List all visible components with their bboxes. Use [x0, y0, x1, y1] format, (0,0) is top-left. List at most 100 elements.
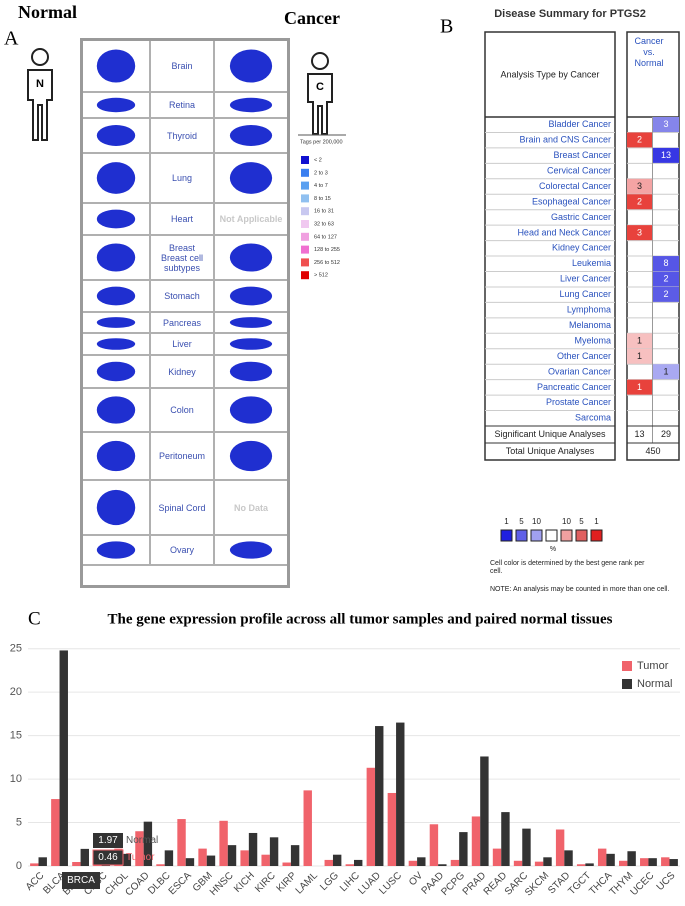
organ-cell: Ovary — [149, 536, 213, 564]
legend-swatch — [301, 232, 309, 241]
bar — [597, 848, 607, 866]
organ-row: Liver — [83, 334, 287, 356]
organ-shape — [229, 49, 273, 83]
rank-count: 13 — [661, 150, 671, 160]
panel-letter: C — [28, 608, 41, 629]
bar — [606, 853, 615, 866]
organ-shape — [96, 317, 136, 328]
organ-shape — [96, 209, 136, 229]
rank-cell — [653, 286, 679, 303]
x-tick-label: LUSC — [377, 870, 404, 897]
legend-swatch — [301, 156, 309, 164]
organ-icon — [96, 440, 136, 472]
normal-cell — [83, 313, 149, 332]
organ-name: Heart — [170, 214, 193, 224]
cancer-cell — [213, 154, 287, 202]
x-tick-label: KIRC — [253, 870, 278, 895]
bar — [164, 850, 174, 866]
cancer-name: Brain and CNS Cancer — [519, 135, 611, 145]
legend-label: 256 to 512 — [314, 260, 340, 266]
rank-count: 2 — [663, 289, 668, 299]
cancer-name: Esophageal Cancer — [532, 196, 611, 206]
scale-label: 10 — [562, 517, 571, 526]
bar — [156, 864, 165, 866]
organ-row: Ovary — [83, 536, 287, 566]
organ-cell: Pancreas — [149, 313, 213, 332]
rank-count: 1 — [663, 366, 668, 376]
bar — [429, 824, 439, 866]
cancer-cell — [213, 93, 287, 117]
cancer-cell — [213, 536, 287, 564]
bar — [366, 767, 376, 866]
organ-cell: Liver — [149, 334, 213, 354]
panel-title: Disease Summary for PTGS2 — [494, 8, 646, 20]
person-icon — [307, 52, 333, 135]
organ-icon — [229, 361, 273, 382]
table-frame — [626, 31, 680, 461]
organ-icon — [96, 209, 136, 229]
organ-cell: Thyroid — [149, 119, 213, 152]
table-frame — [484, 31, 616, 461]
panel-letter: B — [440, 16, 453, 38]
cancer-name: Kidney Cancer — [552, 243, 611, 253]
organ-cell: Brain — [149, 41, 213, 91]
tooltip-box — [92, 849, 124, 866]
legend-label: > 512 — [314, 273, 328, 279]
panel-letter: A — [4, 28, 19, 50]
rank-cell — [627, 333, 652, 349]
scale-note: cell. — [490, 568, 503, 575]
cancer-cell — [213, 236, 287, 279]
organ-cell: Colon — [149, 389, 213, 431]
rank-count: 2 — [637, 135, 642, 145]
bar — [627, 851, 636, 866]
normal-cell — [83, 334, 149, 354]
bar — [396, 722, 405, 866]
organ-icon — [96, 49, 136, 83]
bar — [303, 790, 312, 866]
organ-row: Breast Breast cell subtypes — [83, 236, 287, 281]
organ-icon — [229, 97, 273, 113]
organ-name: Breast — [168, 242, 195, 253]
organ-icon — [96, 361, 136, 382]
legend-label: < 2 — [314, 157, 322, 163]
bar — [387, 792, 397, 866]
legend-swatch — [301, 258, 309, 267]
normal-label: Normal — [18, 2, 77, 22]
organ-icon — [96, 243, 136, 272]
tooltip-series: Normal — [126, 835, 158, 846]
cancer-name: Pancreatic Cancer — [537, 382, 611, 392]
organ-icon — [229, 541, 273, 559]
legend-swatch — [622, 661, 632, 671]
legend-label: 2 to 3 — [314, 170, 328, 176]
rank-cell — [627, 348, 652, 365]
organ-shape — [96, 125, 136, 146]
tooltip-value: 0.46 — [98, 852, 118, 863]
organ-name: Thyroid — [166, 130, 197, 141]
bar — [185, 858, 195, 866]
organ-shape — [229, 440, 273, 472]
row-header: Analysis Type by Cancer — [501, 69, 600, 79]
y-tick-label: 5 — [16, 816, 22, 828]
bar — [669, 859, 678, 866]
cancer-name: Leukemia — [572, 258, 611, 268]
legend-swatch — [301, 207, 309, 216]
y-tick-label: 10 — [10, 773, 22, 785]
bar — [585, 863, 594, 866]
tooltip-box — [62, 872, 100, 889]
x-tick-label: KICH — [232, 870, 257, 895]
cancer-cell: Not Applicable — [213, 204, 287, 234]
normal-cell — [83, 236, 149, 279]
legend-swatch — [301, 271, 309, 280]
organ-row: Kidney — [83, 356, 287, 389]
bar — [345, 864, 354, 866]
organ-icon — [96, 317, 136, 328]
rank-cell — [627, 194, 652, 210]
normal-cell — [83, 119, 149, 152]
organ-icon — [96, 286, 136, 306]
legend-title: Tags per 200,000 — [300, 139, 343, 145]
bar — [438, 864, 447, 866]
organ-shape — [229, 243, 273, 272]
organ-name: Spinal Cord — [158, 502, 206, 513]
organ-shape — [96, 361, 136, 382]
